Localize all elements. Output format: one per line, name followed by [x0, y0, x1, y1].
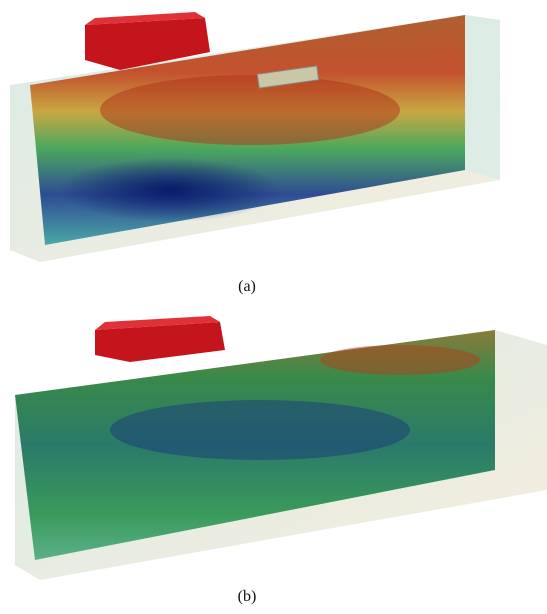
red-region: [320, 345, 480, 375]
panel-a: [10, 12, 500, 262]
figure: (a) (b): [0, 0, 547, 614]
blue-region: [110, 400, 410, 460]
caption: (b): [217, 588, 277, 606]
caption: (a): [217, 278, 277, 296]
side-face: [465, 15, 500, 180]
panel-b: [15, 316, 547, 580]
renderings: [0, 0, 547, 614]
blue-region: [60, 158, 280, 222]
red-region: [100, 75, 400, 145]
